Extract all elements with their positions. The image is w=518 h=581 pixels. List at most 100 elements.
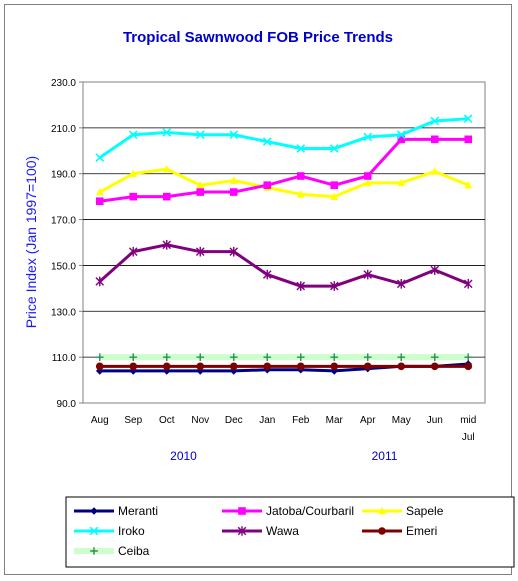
data-point [262, 137, 272, 146]
data-point [397, 135, 406, 144]
data-point [363, 172, 372, 180]
data-point [430, 116, 440, 126]
series-line [99, 137, 469, 203]
y-tick-label: 210.0 [51, 124, 76, 135]
x-tick-label: mid [460, 415, 476, 426]
data-point [90, 507, 98, 515]
y-axis-title: Price Index (Jan 1997=100) [23, 156, 39, 328]
data-point [296, 281, 306, 291]
data-point [430, 265, 440, 275]
legend-label: Jatoba/Courbaril [266, 504, 354, 518]
x-tick-label: May [392, 415, 411, 426]
data-point [128, 130, 138, 140]
data-point [330, 181, 339, 189]
data-point [238, 507, 246, 515]
series-wawa [95, 239, 473, 291]
series-lines [95, 114, 473, 375]
chart-title: Tropical Sawnwood FOB Price Trends [123, 29, 393, 46]
x-axis-ticks: Aug Sep Oct Nov Dec Jan Feb Mar Apr May Jun mid Jul [91, 415, 476, 443]
data-point [95, 197, 104, 206]
y-axis-ticks: 90.0 110.0 130.0 150.0 170.0 190.0 210.0 230.0 [51, 78, 83, 410]
legend [65, 496, 515, 568]
legend-label: Ceiba [118, 544, 150, 558]
legend-label: Sapele [406, 504, 444, 518]
plot-area [82, 81, 486, 404]
legend-entry: Wawa [222, 524, 299, 538]
data-point [196, 188, 205, 196]
year-label: 2010 [170, 449, 197, 463]
data-point [330, 362, 339, 371]
data-point [95, 276, 105, 287]
data-point [363, 353, 372, 361]
data-point [196, 180, 205, 189]
x-tick-label: Mar [326, 415, 344, 426]
data-point [95, 187, 104, 196]
x-tick-label: Sep [124, 415, 142, 426]
data-point [229, 176, 238, 184]
series-sapele [95, 164, 473, 200]
data-point [229, 130, 239, 140]
series-emeri [95, 362, 473, 371]
data-point [296, 362, 305, 371]
data-point [329, 281, 339, 291]
legend-label: Emeri [406, 524, 437, 538]
data-point [129, 353, 138, 361]
data-point [129, 192, 138, 201]
x-tick-label: Dec [225, 415, 243, 426]
series-line [99, 167, 469, 199]
data-point [263, 181, 272, 189]
legend-entries: Meranti Jatoba/Courbaril Sapele Iroko Wawa Em… [74, 504, 444, 558]
data-point [296, 172, 305, 180]
legend-entry: Emeri [362, 524, 437, 538]
data-point [378, 527, 386, 535]
x-tick-label: Oct [159, 415, 175, 426]
data-point [195, 130, 205, 140]
data-point [396, 130, 406, 140]
legend-entry: Ceiba [74, 544, 150, 558]
data-point [95, 362, 104, 371]
data-point [129, 169, 138, 178]
data-point [229, 353, 238, 361]
data-point [397, 178, 406, 187]
data-point [363, 132, 373, 142]
data-point [162, 353, 171, 361]
y-tick-label: 110.0 [52, 353, 77, 364]
legend-label: Iroko [118, 524, 145, 538]
data-point [296, 190, 305, 198]
x-tick-label: Feb [292, 415, 310, 426]
legend-entry: Jatoba/Courbaril [222, 504, 354, 518]
data-point [330, 192, 339, 200]
data-point [162, 192, 171, 201]
data-point [463, 278, 473, 289]
data-point [464, 180, 473, 189]
series-line [98, 243, 469, 288]
x-tick-label: Aug [91, 415, 109, 426]
data-point [95, 153, 105, 163]
y-tick-label: 170.0 [51, 216, 76, 227]
data-point [363, 362, 372, 371]
legend-label: Meranti [118, 504, 158, 518]
data-point [363, 269, 373, 280]
data-point [330, 353, 339, 361]
data-point [129, 362, 138, 371]
data-point [464, 362, 473, 371]
y-tick-label: 150.0 [51, 261, 76, 272]
data-point [464, 135, 473, 144]
legend-entry: Iroko [74, 524, 145, 538]
y-tick-label: 190.0 [51, 170, 76, 181]
data-point [162, 362, 171, 371]
y-tick-label: 90.0 [57, 399, 77, 410]
x-tick-label: Jan [259, 415, 275, 426]
data-point [128, 246, 138, 257]
data-point [162, 239, 172, 250]
data-point [464, 353, 473, 361]
x-tick-label: Jun [427, 415, 443, 426]
y-tick-label: 130.0 [51, 307, 76, 318]
series-jatoba-courbaril [95, 135, 473, 206]
data-point [430, 135, 439, 144]
x-tick-sublabel: Jul [462, 432, 475, 443]
legend-label: Wawa [266, 524, 299, 538]
data-point [378, 506, 386, 515]
year-label: 2011 [372, 449, 398, 463]
